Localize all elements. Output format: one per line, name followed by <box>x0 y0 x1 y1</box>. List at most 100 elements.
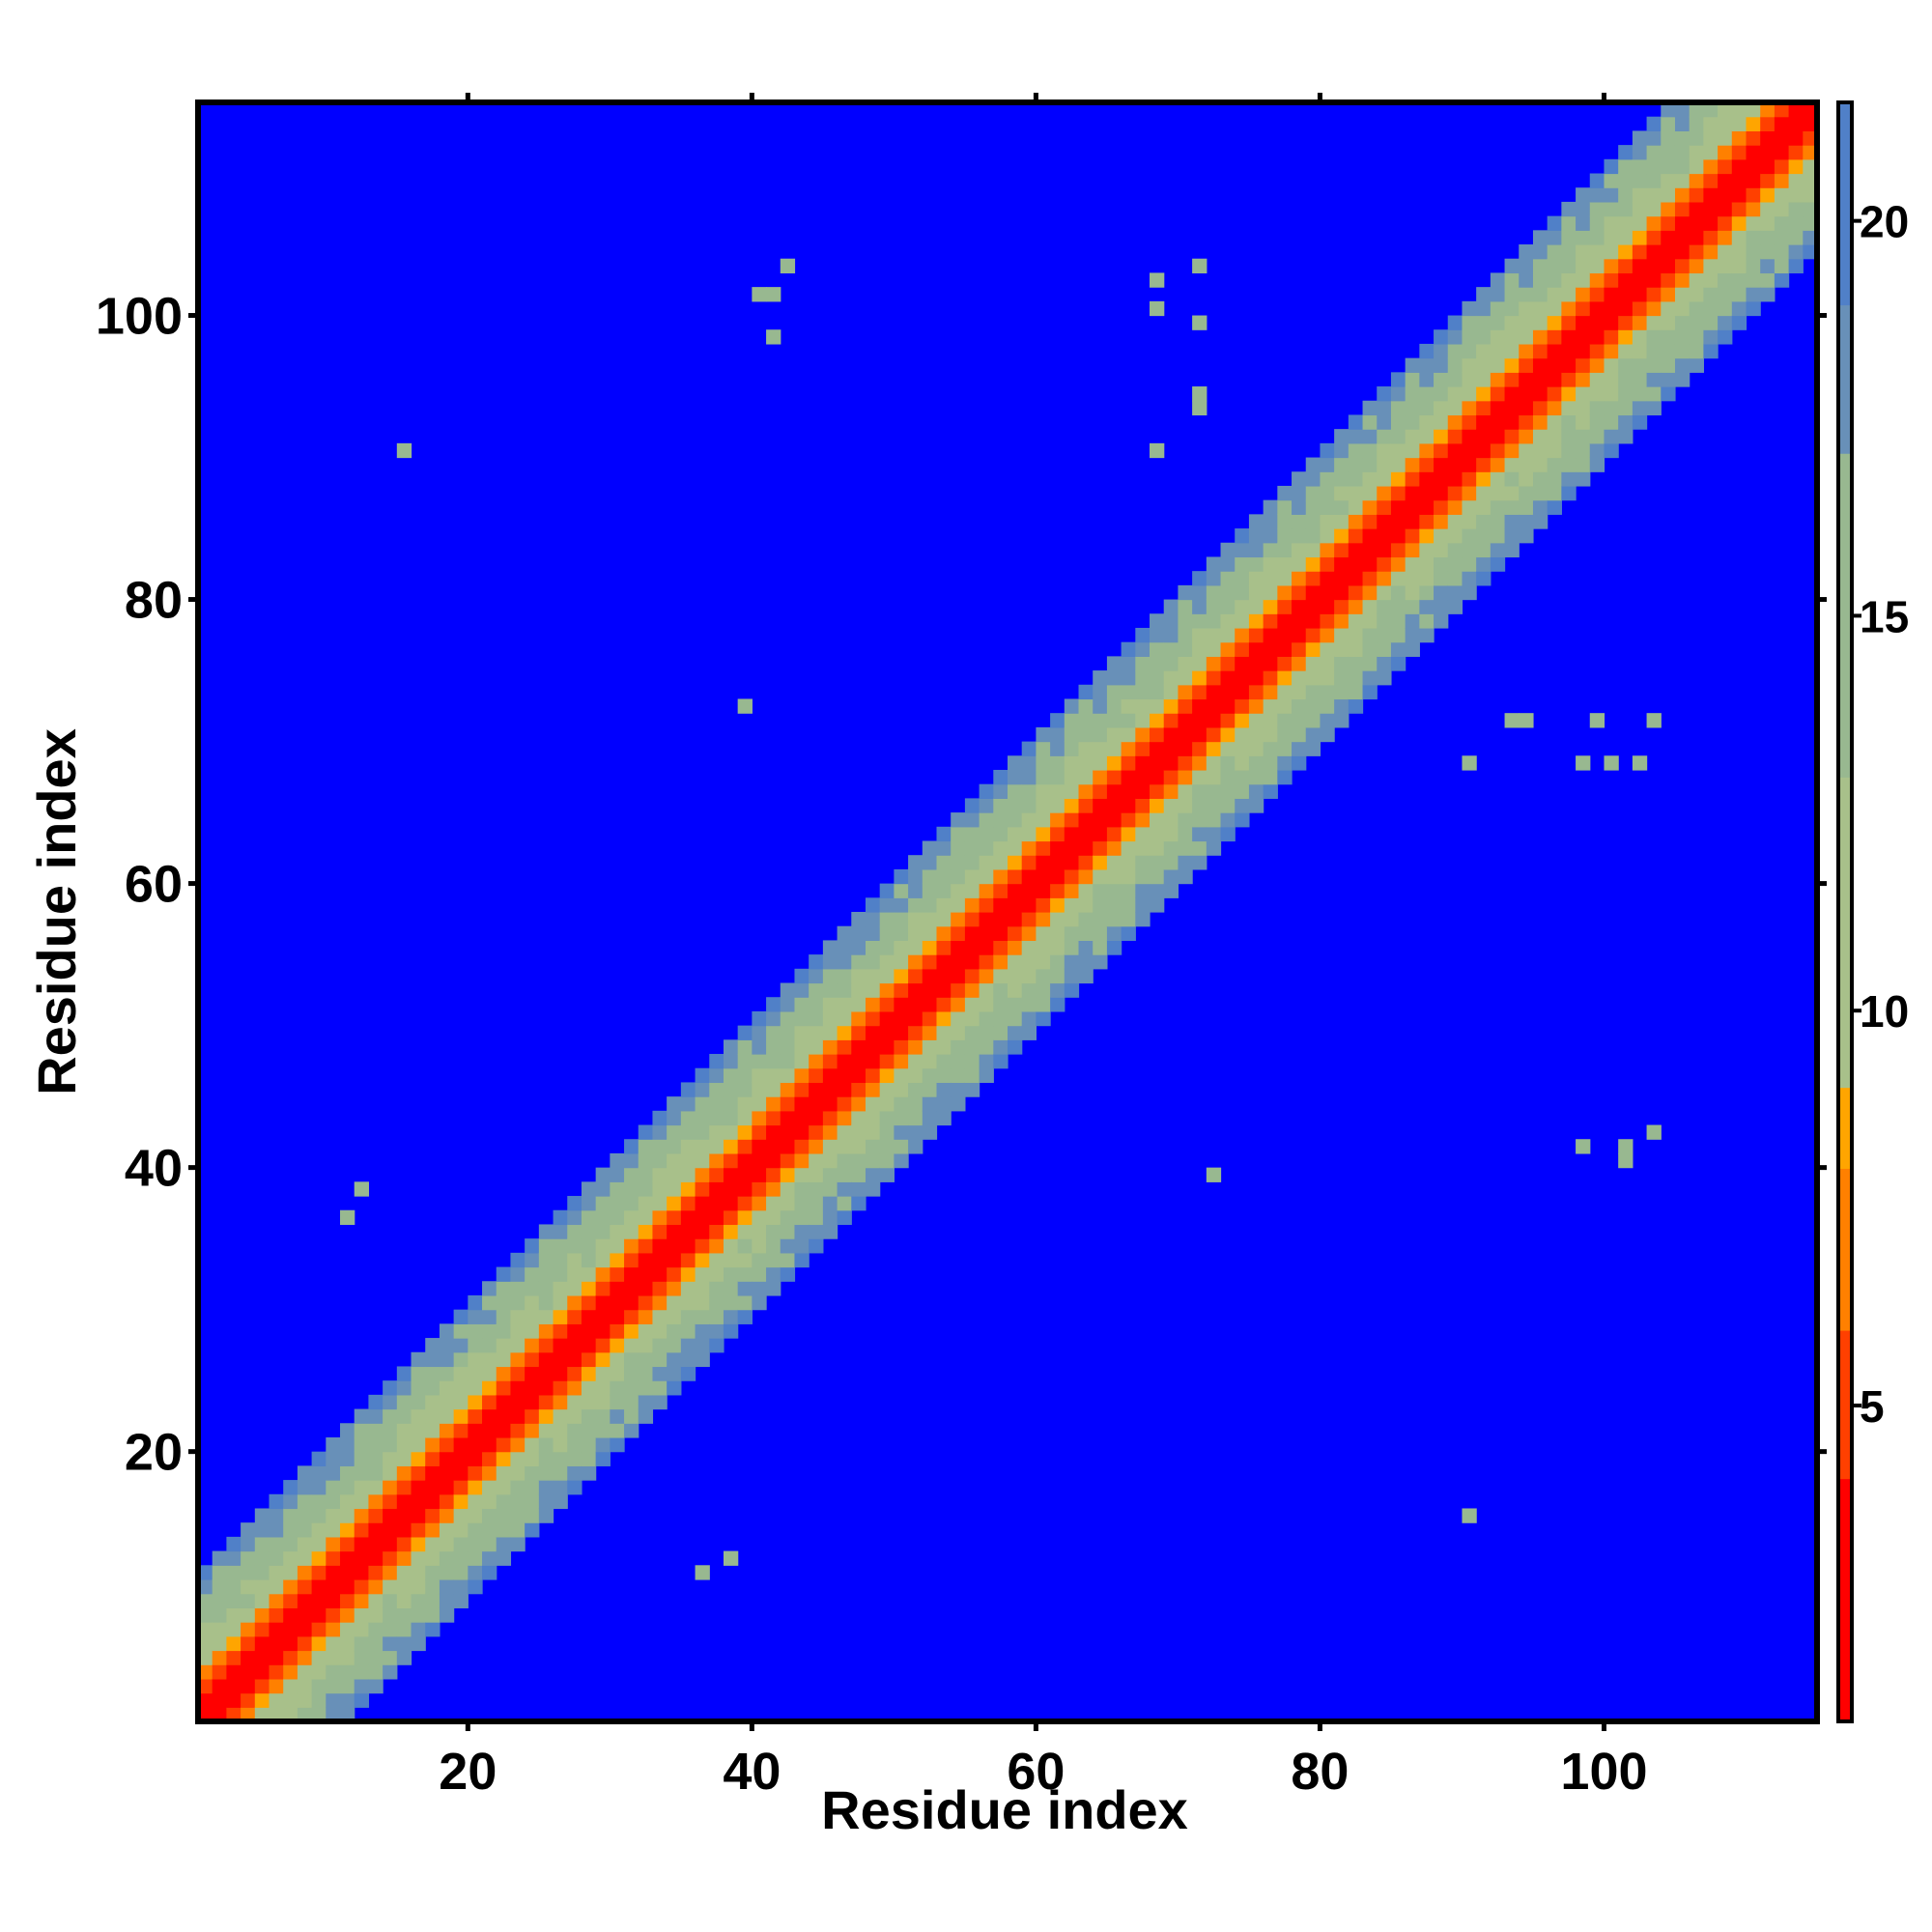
heatmap-cell <box>1036 840 1051 856</box>
heatmap-cell <box>667 1238 682 1254</box>
heatmap-cell <box>809 997 824 1012</box>
heatmap-cell <box>553 1338 568 1353</box>
heatmap-cell <box>1689 244 1704 260</box>
heatmap-cell <box>1320 457 1335 472</box>
heatmap-cell <box>1447 499 1463 515</box>
heatmap-cell <box>809 1124 824 1140</box>
heatmap-cell <box>1604 372 1619 387</box>
heatmap-cell <box>737 1281 753 1296</box>
heatmap-cell <box>1490 343 1506 359</box>
heatmap-cell <box>1235 641 1250 657</box>
heatmap-cell <box>439 1565 455 1580</box>
colorbar-segment <box>1838 426 1852 440</box>
heatmap-cell <box>468 1323 483 1339</box>
heatmap-cell <box>525 1294 540 1311</box>
heatmap-cell <box>680 1309 696 1324</box>
heatmap-cell <box>979 1039 994 1055</box>
heatmap-cell <box>709 1082 724 1097</box>
heatmap-cell <box>1646 130 1662 146</box>
heatmap-cell <box>1320 641 1335 657</box>
heatmap-cell <box>1718 102 1733 118</box>
heatmap-cell <box>851 1010 867 1027</box>
heatmap-cell <box>1377 670 1392 686</box>
heatmap-cell <box>1150 855 1165 870</box>
heatmap-cell <box>951 982 966 998</box>
heatmap-cell <box>1405 641 1420 657</box>
heatmap-cell <box>1390 641 1406 657</box>
heatmap-cell <box>1106 897 1122 913</box>
heatmap-cell <box>964 940 980 955</box>
heatmap-cell <box>1618 187 1634 203</box>
colorbar-segment <box>1838 1708 1852 1722</box>
heatmap-cell <box>1632 145 1648 160</box>
heatmap-cell <box>396 1394 412 1410</box>
heatmap-cell <box>1235 755 1250 771</box>
heatmap-cell <box>1235 684 1250 700</box>
heatmap-cell <box>1419 357 1435 373</box>
heatmap-cell <box>1447 528 1463 544</box>
heatmap-cell <box>439 1550 455 1566</box>
heatmap-cell <box>468 1480 483 1495</box>
heatmap-cell <box>1248 656 1264 671</box>
heatmap-cell <box>766 1167 781 1182</box>
heatmap-cell <box>652 1366 668 1381</box>
heatmap-cell <box>567 1309 582 1324</box>
heatmap-cell <box>595 1167 611 1182</box>
heatmap-cell <box>496 1436 512 1453</box>
colorbar-segment <box>1838 467 1852 481</box>
heatmap-cell <box>1334 670 1350 686</box>
heatmap-cell <box>1390 542 1406 558</box>
heatmap-cell <box>1192 599 1208 614</box>
heatmap-cell <box>496 1266 512 1282</box>
x-tick-label: 40 <box>723 1743 781 1801</box>
heatmap-cell <box>468 1493 483 1510</box>
heatmap-cell <box>695 1351 710 1368</box>
heatmap-cell <box>1192 613 1208 629</box>
heatmap-cell <box>340 1423 355 1438</box>
heatmap-cell <box>1689 201 1704 217</box>
heatmap-cell <box>1689 187 1704 203</box>
heatmap-cell <box>1632 386 1648 402</box>
heatmap-cell <box>1561 287 1577 302</box>
heatmap-cell <box>780 997 796 1012</box>
heatmap-cell <box>652 1380 668 1396</box>
heatmap-cell <box>326 1635 341 1652</box>
heatmap-cell <box>695 1082 710 1097</box>
heatmap-cell <box>1050 755 1065 771</box>
heatmap-cell <box>1674 102 1690 118</box>
heatmap-cell <box>1150 897 1165 913</box>
heatmap-cell <box>1064 769 1080 785</box>
heatmap-cell <box>865 1025 881 1040</box>
heatmap-cell <box>1390 442 1406 459</box>
heatmap-cell <box>1263 528 1278 544</box>
colorbar-segment <box>1838 750 1852 764</box>
heatmap-cell <box>1093 698 1108 714</box>
heatmap-cell <box>1462 414 1477 430</box>
heatmap-cell <box>1121 741 1136 756</box>
heatmap-cell <box>667 1380 682 1396</box>
heatmap-cell <box>525 1522 540 1538</box>
heatmap-cell <box>1476 514 1492 529</box>
heatmap-cell <box>652 1338 668 1353</box>
heatmap-cell <box>737 1139 753 1154</box>
heatmap-cell <box>425 1593 440 1608</box>
colorbar-segment <box>1838 533 1852 549</box>
heatmap-cell <box>1561 442 1577 459</box>
heatmap-cell <box>1689 116 1704 132</box>
heatmap-cell <box>1532 315 1548 330</box>
heatmap-cell <box>922 954 938 970</box>
heatmap-cell <box>411 1536 426 1552</box>
heatmap-cell <box>723 1209 739 1226</box>
heatmap-cell <box>297 1465 313 1481</box>
heatmap-cell <box>1377 556 1392 572</box>
heatmap-cell <box>936 826 952 842</box>
heatmap-cell <box>638 1380 654 1396</box>
heatmap-cell <box>979 954 994 970</box>
heatmap-cell <box>894 925 909 942</box>
heatmap-cell <box>538 1252 554 1268</box>
heatmap-cell <box>1661 258 1676 274</box>
heatmap-cell <box>922 1082 938 1097</box>
heatmap-cell <box>680 1152 696 1169</box>
heatmap-cell <box>1760 102 1776 118</box>
heatmap-cell <box>1646 272 1662 288</box>
